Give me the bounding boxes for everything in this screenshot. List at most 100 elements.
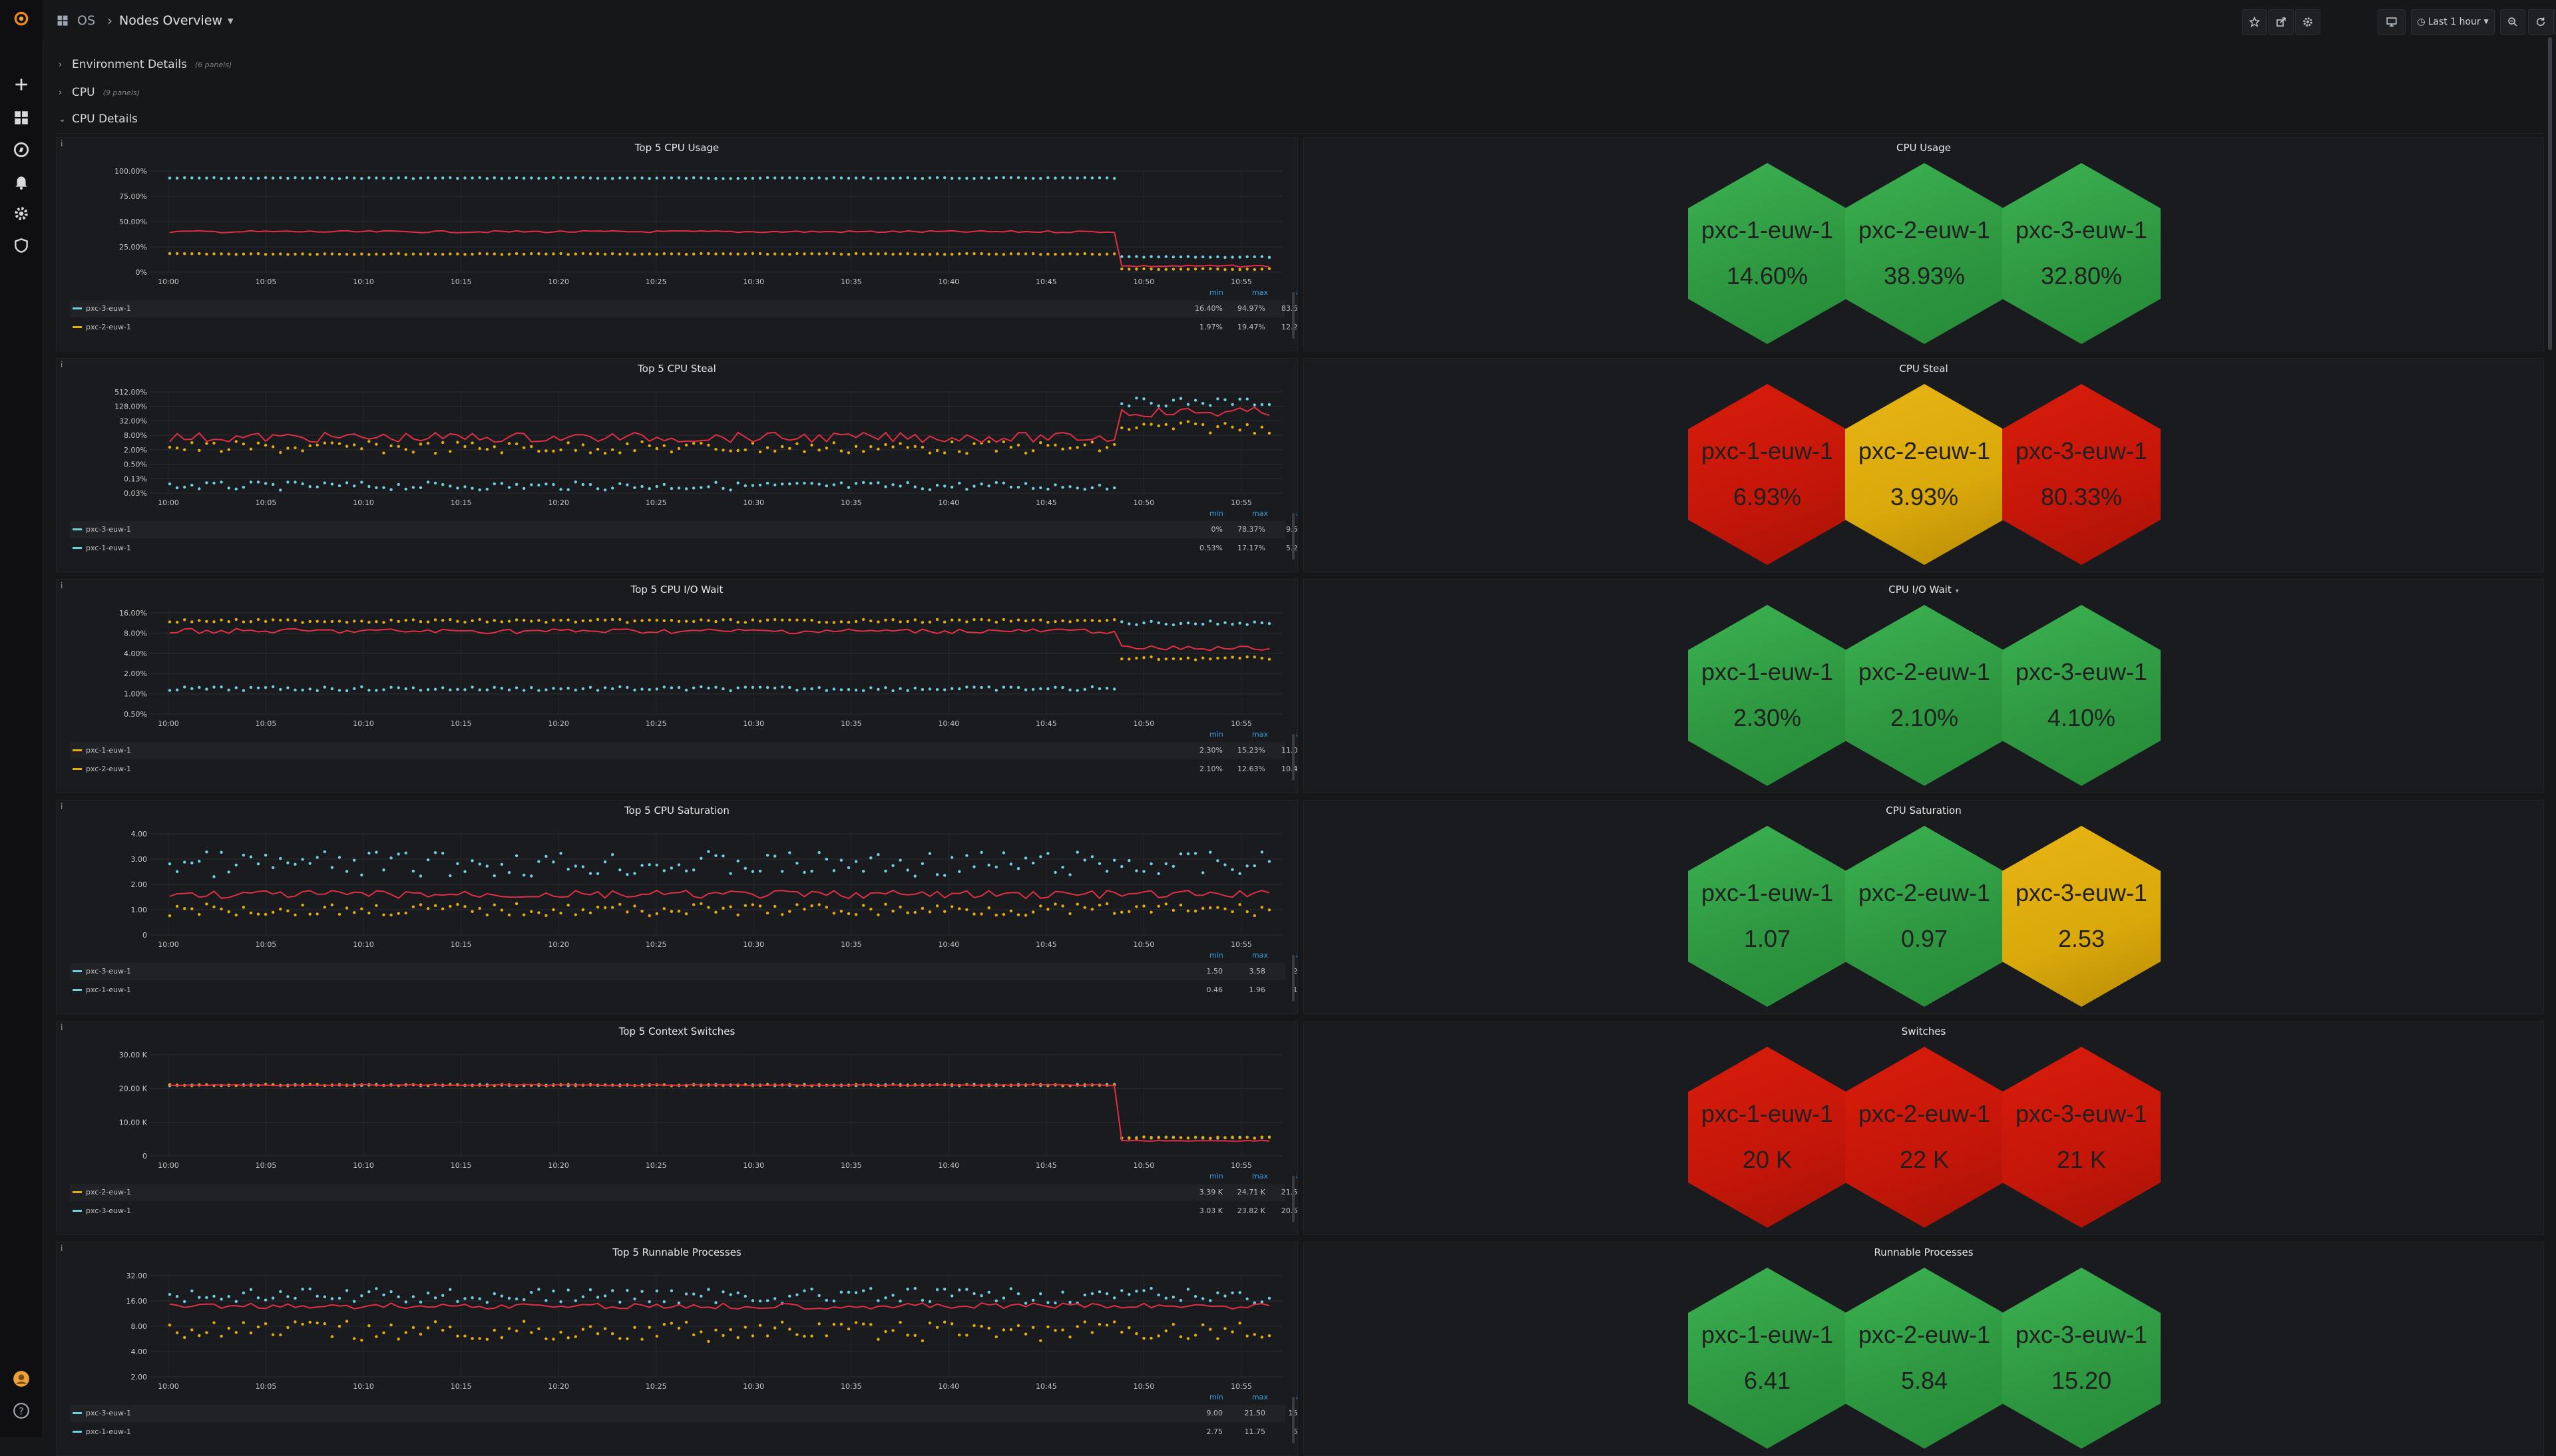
caret-down-icon[interactable]: ▼ [228,16,234,25]
panel-info-icon[interactable]: i [61,802,63,811]
dashboards-icon[interactable] [12,108,31,127]
legend-sort-min[interactable]: min [1209,1172,1223,1181]
legend-sort-min[interactable]: min [1209,509,1223,518]
legend-series-name[interactable]: pxc-2-euw-1 [86,765,131,773]
zoom-out-button[interactable] [2500,9,2525,35]
graph-plot[interactable]: 512.00%128.00%32.00%8.00%2.00%0.50%0.13%… [57,359,1297,518]
legend-sort-avg[interactable]: avg▾ [1296,509,1297,518]
hexmap-panel[interactable]: CPU I/O Wait ▾ pxc-1-euw-1 2.30% pxc-2-euw-1… [1303,579,2544,793]
panel-title[interactable]: Top 5 CPU Steal [638,363,716,375]
legend-sort-max[interactable]: max [1252,1393,1268,1401]
legend-row[interactable]: pxc-3-euw-13.03 K23.82 K20.64 K [70,1202,1297,1220]
panel-menu-caret-icon[interactable]: ▾ [1955,588,1959,595]
graph-panel[interactable]: i Top 5 Runnable Processes 32.00 16.00 8.00 4… [56,1242,1298,1456]
legend-series-name[interactable]: pxc-1-euw-1 [86,544,131,552]
cycle-view-mode-button[interactable] [2378,9,2406,35]
legend-row[interactable]: pxc-2-euw-11.97%19.47%12.22% [70,319,1297,336]
node-hexagon[interactable]: pxc-1-euw-1 6.41 [1688,1268,1846,1449]
legend-sort-avg[interactable]: avg▾ [1296,730,1297,739]
legend-swatch[interactable] [73,326,82,328]
legend-swatch[interactable] [73,970,82,972]
gear-icon[interactable] [12,204,31,223]
legend-swatch[interactable] [73,989,82,991]
legend-sort-max[interactable]: max [1252,1172,1268,1181]
panel-title[interactable]: Top 5 Context Switches [618,1025,736,1037]
legend-swatch[interactable] [73,1191,82,1193]
node-hexagon[interactable]: pxc-2-euw-1 2.10% [1845,605,2004,786]
node-hexagon[interactable]: pxc-1-euw-1 1.07 [1688,826,1846,1007]
legend-row[interactable]: pxc-1-euw-10.53%17.17%5.29% [70,540,1297,557]
panel-title[interactable]: Top 5 CPU Usage [634,142,720,154]
panel-title[interactable]: Switches [1304,1025,2543,1037]
legend-sort-avg[interactable]: avg▾ [1296,288,1297,297]
folder-link[interactable]: OS [77,13,96,28]
legend-sort-min[interactable]: min [1209,288,1223,297]
node-hexagon[interactable]: pxc-1-euw-1 2.30% [1688,605,1846,786]
legend-sort-min[interactable]: min [1209,951,1223,960]
legend-sort-avg[interactable]: avg▾ [1296,1393,1297,1401]
legend-swatch[interactable] [73,1431,82,1433]
panel-title[interactable]: CPU Usage [1304,142,2543,154]
legend-sort-min[interactable]: min [1209,1393,1223,1401]
legend-swatch[interactable] [73,528,82,530]
legend-sort-max[interactable]: max [1252,509,1268,518]
row-cpu[interactable]: › CPU (9 panels) [59,83,140,102]
legend-swatch[interactable] [73,768,82,770]
panel-title[interactable]: CPU I/O Wait ▾ [1304,584,2543,596]
node-hexagon[interactable]: pxc-1-euw-1 14.60% [1688,163,1846,344]
graph-panel[interactable]: i Top 5 CPU Steal 512.00% 128.00% 32.00% 8.00… [56,358,1298,572]
panel-title[interactable]: CPU Saturation [1304,805,2543,817]
legend-row[interactable]: pxc-3-euw-10%78.37%9.53% [70,521,1297,538]
legend-scrollbar[interactable] [1292,734,1295,781]
hexmap-panel[interactable]: CPU Steal pxc-1-euw-1 6.93% pxc-2-euw-1 3.93… [1303,358,2544,572]
legend-sort-avg[interactable]: avg▾ [1296,951,1297,960]
help-icon[interactable]: ? [12,1401,31,1420]
dashboards-grid-icon[interactable] [56,14,69,27]
node-hexagon[interactable]: pxc-3-euw-1 15.20 [2002,1268,2161,1449]
legend-row[interactable]: pxc-3-euw-11.503.582.53 [70,963,1297,980]
node-hexagon[interactable]: pxc-3-euw-1 2.53 [2002,826,2161,1007]
hexmap-panel[interactable]: CPU Saturation pxc-1-euw-1 1.07 pxc-2-euw-1… [1303,800,2544,1014]
legend-sort-max[interactable]: max [1252,730,1268,739]
legend-swatch[interactable] [73,749,82,751]
legend-series-name[interactable]: pxc-2-euw-1 [86,323,131,331]
graph-plot[interactable]: 100.00%75.00%50.00%25.00%0%10:00 10:05 10:… [57,138,1297,297]
legend-series-name[interactable]: pxc-3-euw-1 [86,525,131,534]
legend-scrollbar[interactable] [1292,955,1295,1001]
node-hexagon[interactable]: pxc-3-euw-1 21 K [2002,1047,2161,1228]
panel-info-icon[interactable]: i [61,139,63,148]
legend-scrollbar[interactable] [1292,1176,1295,1222]
graph-plot[interactable]: 16.00%8.00%4.00%2.00%1.00%0.50%10:00 10:0… [57,580,1297,739]
time-picker-button[interactable]: ◷ Last 1 hour ▼ [2411,9,2495,35]
legend-sort-max[interactable]: max [1252,951,1268,960]
node-hexagon[interactable]: pxc-3-euw-1 4.10% [2002,605,2161,786]
hexmap-panel[interactable]: CPU Usage pxc-1-euw-1 14.60% pxc-2-euw-1 38.… [1303,137,2544,351]
refresh-button[interactable] [2528,9,2553,35]
panel-title[interactable]: Top 5 CPU I/O Wait [630,584,724,596]
legend-series-name[interactable]: pxc-1-euw-1 [86,1427,131,1436]
node-hexagon[interactable]: pxc-1-euw-1 6.93% [1688,384,1846,565]
legend-series-name[interactable]: pxc-2-euw-1 [86,1188,131,1196]
dashboard-title[interactable]: Nodes Overview [119,13,222,28]
plus-icon[interactable] [12,75,31,94]
legend-sort-max[interactable]: max [1252,288,1268,297]
refresh-interval-picker[interactable]: 30s ▼ [2553,9,2556,35]
legend-row[interactable]: pxc-1-euw-12.30%15.23%11.02% [70,742,1297,759]
legend-series-name[interactable]: pxc-3-euw-1 [86,1206,131,1215]
graph-panel[interactable]: i Top 5 CPU Usage 100.00% 75.00% 50.00% 25.00… [56,137,1298,351]
legend-series-name[interactable]: pxc-3-euw-1 [86,967,131,976]
explore-icon[interactable] [12,140,31,159]
shield-icon[interactable] [12,236,31,255]
node-hexagon[interactable]: pxc-2-euw-1 38.93% [1845,163,2004,344]
legend-row[interactable]: pxc-2-euw-13.39 K24.71 K21.58 K [70,1184,1297,1201]
legend-swatch[interactable] [73,1210,82,1212]
row-cpu-details[interactable]: ⌄ CPU Details [59,109,138,129]
node-hexagon[interactable]: pxc-3-euw-1 80.33% [2002,384,2161,565]
graph-panel[interactable]: i Top 5 Context Switches 30.00 K 20.00 K 10.… [56,1021,1298,1235]
legend-series-name[interactable]: pxc-1-euw-1 [86,746,131,755]
